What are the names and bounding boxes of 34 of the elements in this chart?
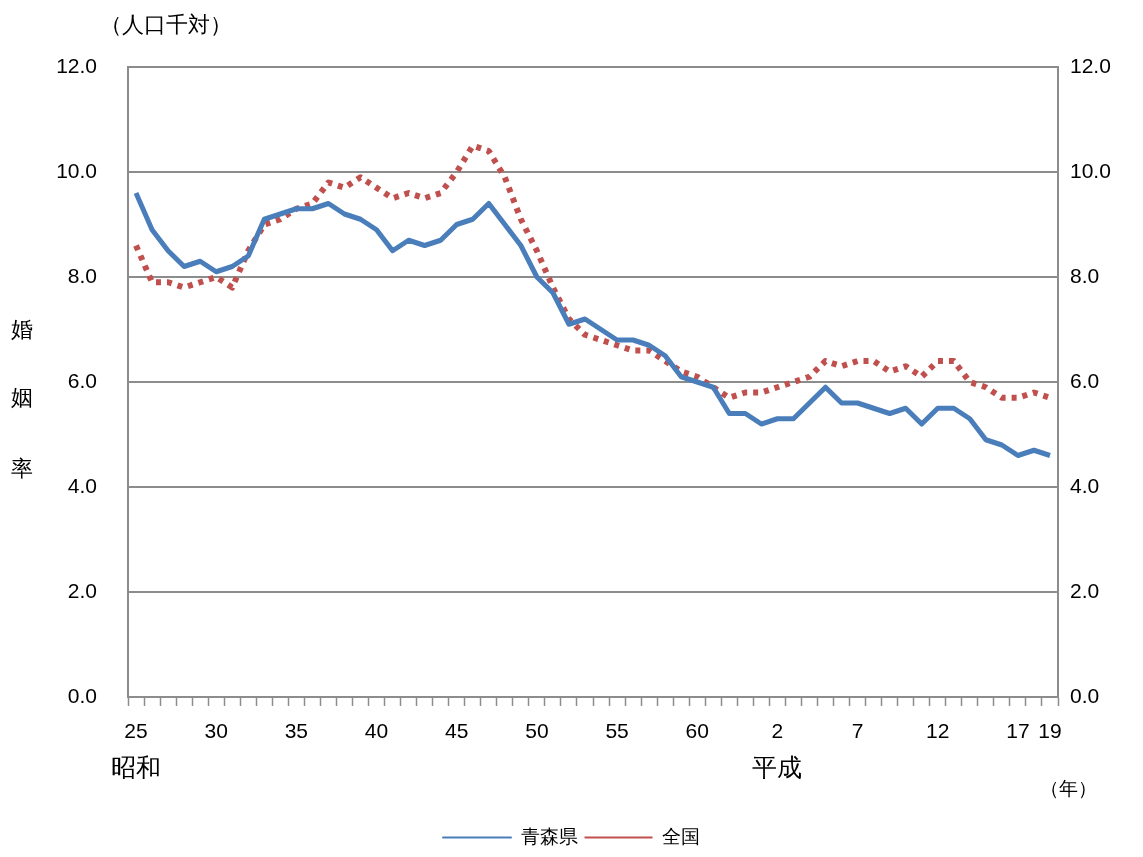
x-tick-label: 30 [204,719,228,743]
text: （人口千対） [100,11,232,39]
x-tick-label: 55 [605,719,629,743]
x-tick-label: 50 [525,719,549,743]
x-tick-label: 2 [771,719,784,743]
y2-tick-label: 4.0 [1070,473,1100,497]
legend-label: 青森県 [520,825,578,847]
x-tick-label: 45 [445,719,469,743]
y-tick-label: 8.0 [67,263,97,287]
x-tick-label: 40 [364,719,389,743]
y-tick-label: 4.0 [67,473,97,497]
y2-tick-label: 2.0 [1070,578,1100,602]
text: 昭和 [111,752,162,781]
x-tick-label: 60 [685,719,709,743]
y-axis-title: 婚姻率 [10,302,35,506]
y-tick-label: 12.0 [56,53,97,77]
y-tick-label: 10.0 [56,158,97,182]
y-tick-label: 6.0 [67,368,97,392]
y-tick-label: 2.0 [67,578,97,602]
y-tick-label: 0.0 [67,683,97,707]
legend-label: 全国 [662,825,700,847]
x-tick-label: 19 [1038,719,1062,743]
y2-tick-label: 0.0 [1070,683,1100,707]
x-tick-label: 7 [851,719,864,743]
x-tick-label: 12 [926,719,950,743]
y2-tick-label: 8.0 [1070,263,1100,287]
text: 平成 [752,752,803,781]
y2-tick-label: 12.0 [1070,53,1111,77]
x-tick-label: 17 [1006,719,1030,743]
x-tick-label: 25 [124,719,148,743]
y2-tick-label: 10.0 [1070,158,1111,182]
x-tick-label: 35 [284,719,309,743]
x-axis-title: （年） [1040,776,1097,801]
y2-tick-label: 6.0 [1070,368,1100,392]
